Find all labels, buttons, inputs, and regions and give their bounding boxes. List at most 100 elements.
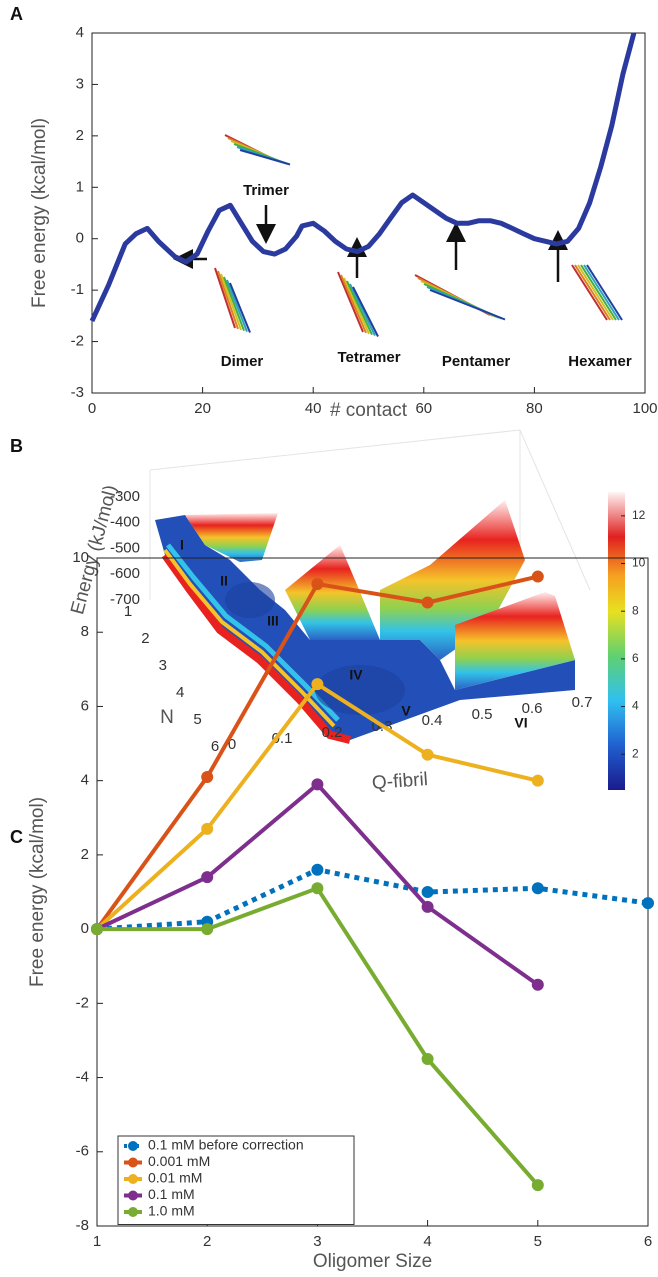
y-tick-label: 0: [76, 230, 84, 247]
molecule-strand: [583, 264, 620, 321]
region-label: II: [220, 573, 228, 589]
x-tick-label: 3: [313, 1233, 321, 1250]
y-axis-label: Free energy (kcal/mol): [29, 118, 50, 308]
region-label: VI: [514, 715, 527, 731]
molecule-strand: [337, 271, 364, 333]
molecule-strand: [214, 267, 236, 329]
x-axis-label: Q-fibril: [371, 769, 428, 794]
legend-label: 0.1 mM: [148, 1186, 195, 1202]
molecule-strand: [577, 264, 614, 321]
x-axis-label: # contact: [330, 400, 408, 421]
molecule-strand: [340, 274, 367, 334]
y-tick-label: 6: [211, 738, 219, 755]
x-tick-label: 5: [534, 1233, 542, 1250]
series-line: [96, 867, 649, 932]
molecule-strand: [586, 264, 623, 321]
x-tick-label: 0.4: [422, 712, 443, 729]
point: [311, 778, 324, 791]
region-label: III: [267, 613, 279, 629]
y-tick-label: 3: [159, 657, 167, 674]
region-label: I: [180, 537, 184, 553]
x-tick-label: 20: [194, 400, 211, 417]
legend-box: [117, 1135, 355, 1225]
point: [421, 900, 434, 913]
y-tick-label: 4: [176, 684, 184, 701]
point: [531, 882, 544, 895]
x-tick-label: 0.1: [272, 730, 293, 747]
y-tick-label: -2: [71, 333, 84, 350]
panel-label: A: [10, 4, 23, 24]
surface: [149, 429, 591, 744]
x-tick-label: 6: [644, 1233, 652, 1250]
arrows: [173, 205, 568, 282]
annotation: Dimer: [221, 353, 264, 370]
x-axis-label: Oligomer Size: [313, 1251, 432, 1272]
point: [531, 570, 544, 583]
molecule-strand: [239, 149, 291, 166]
colorbar-tick-label: 12: [632, 508, 646, 522]
annotation: Trimer: [243, 182, 289, 199]
annotation: Pentamer: [442, 353, 511, 370]
legend-label: 0.001 mM: [148, 1153, 210, 1169]
point: [201, 770, 214, 783]
point: [421, 748, 434, 761]
molecule-strand: [217, 270, 239, 330]
colorbar: [608, 492, 625, 790]
x-tick-label: 2: [203, 1233, 211, 1250]
molecule-strand: [574, 264, 611, 321]
y-tick-label: -4: [76, 1069, 89, 1086]
point: [201, 822, 214, 835]
y-tick-label: 8: [81, 623, 89, 640]
molecule-strand: [349, 283, 376, 337]
x-tick-label: 0.7: [572, 694, 593, 711]
y-tick-label: 2: [141, 630, 149, 647]
legend-marker: [128, 1157, 138, 1168]
y-axis-label: Free energy (kcal/mol): [27, 797, 48, 987]
legend-marker: [128, 1174, 138, 1184]
y-axis-label: N: [160, 707, 174, 728]
y-tick-label: 2: [81, 846, 89, 863]
x-tick-label: 80: [526, 400, 543, 417]
colorbar-tick-label: 6: [632, 651, 639, 665]
series-line: [89, 32, 637, 323]
point: [421, 886, 434, 898]
y-tick-label: -1: [71, 281, 84, 298]
point: [421, 1053, 434, 1065]
y-tick-label: -6: [76, 1143, 89, 1160]
colorbar-tick-label: 8: [632, 603, 639, 617]
z-tick-label: -500: [110, 539, 140, 556]
x-tick-label: 0: [228, 736, 236, 753]
region-label: V: [401, 703, 411, 719]
point: [311, 678, 324, 691]
molecule-strand: [223, 276, 245, 332]
x-tick-label: 0.2: [322, 724, 343, 741]
point: [311, 882, 324, 895]
legend-label: 0.1 mM before correction: [148, 1137, 304, 1153]
colorbar-tick-label: 10: [632, 556, 646, 570]
molecule-strand: [580, 264, 617, 321]
panel-label: C: [10, 827, 23, 847]
point: [201, 871, 214, 884]
point: [91, 923, 103, 936]
molecule-strand: [571, 264, 608, 321]
colorbar-tick-label: 2: [632, 746, 639, 760]
molecule-strand: [226, 279, 248, 332]
x-tick-label: 0: [88, 400, 96, 417]
point: [311, 863, 324, 876]
molecule-strand: [346, 280, 373, 336]
molecule-strand: [220, 273, 242, 331]
z-tick-label: -700: [110, 591, 140, 608]
z-tick-label: -400: [110, 514, 140, 531]
y-tick-label: 10: [72, 549, 89, 566]
x-tick-label: 4: [423, 1233, 431, 1250]
molecule-strand: [343, 277, 370, 335]
y-tick-label: 3: [76, 75, 84, 92]
x-tick-label: 100: [632, 400, 657, 417]
y-tick-label: -3: [71, 384, 84, 401]
legend-marker: [128, 1141, 138, 1151]
annotation: Hexamer: [568, 353, 632, 370]
point: [531, 1179, 544, 1192]
point: [642, 897, 654, 910]
y-tick-label: 0: [81, 920, 89, 937]
plot-box: [96, 557, 649, 1227]
